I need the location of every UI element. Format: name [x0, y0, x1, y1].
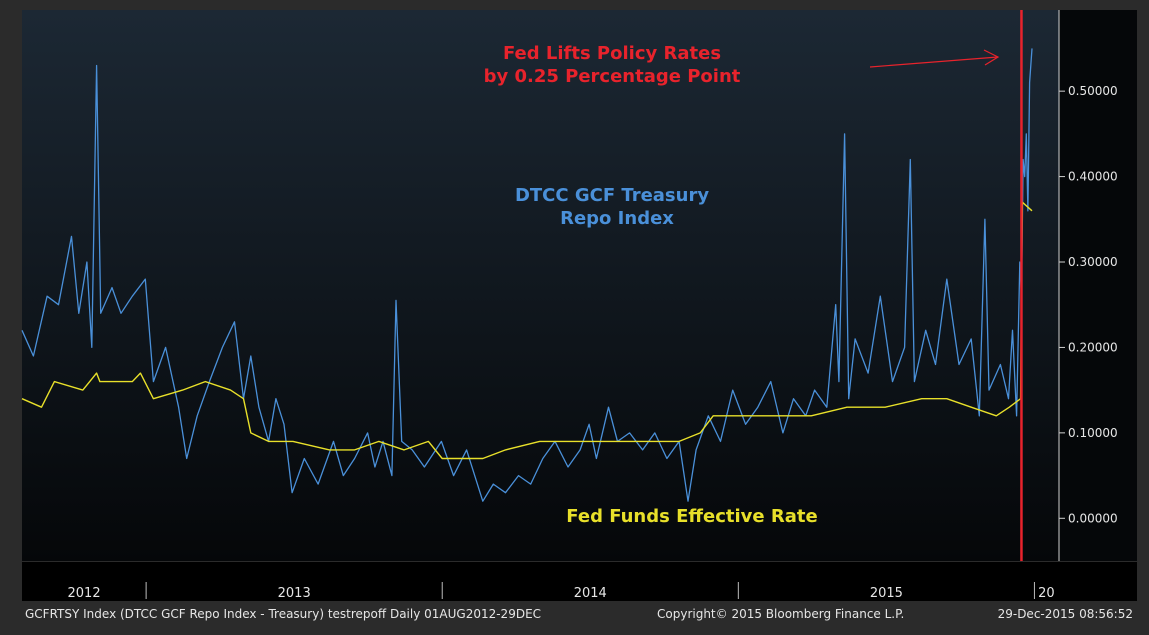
footer-copyright: Copyright© 2015 Bloomberg Finance L.P.: [657, 607, 904, 621]
y-tick-label: 0.00000: [1068, 511, 1118, 525]
repo-index-label-line-2: Repo Index: [560, 208, 674, 229]
y-tick-label: 0.30000: [1068, 255, 1118, 269]
y-tick-label: 0.40000: [1068, 170, 1118, 184]
y-axis: 0.00000 0.10000 0.20000 0.30000 0.40000 0.500…: [1059, 84, 1118, 525]
annotation-arrow: [869, 56, 999, 68]
x-axis: 2012 2013 2014 2015 20: [68, 582, 1055, 601]
x-year-label: 20: [1038, 586, 1055, 601]
x-axis-panel: [22, 562, 1137, 601]
x-year-label: 2012: [68, 586, 101, 601]
series-layer: [21, 48, 1033, 502]
x-year-label: 2013: [278, 586, 311, 601]
x-year-label: 2015: [870, 586, 903, 601]
y-tick-label: 0.20000: [1068, 340, 1118, 354]
y-axis-panel: [1059, 10, 1137, 561]
annotation-label-line-2: by 0.25 Percentage Point: [484, 66, 741, 87]
y-tick-label: 0.50000: [1068, 84, 1118, 98]
repo-index-line: [21, 48, 1033, 502]
fed-funds-label: Fed Funds Effective Rate: [566, 506, 817, 527]
plot-area: [22, 10, 1059, 561]
footer-source: GCFRTSY Index (DTCC GCF Repo Index - Tre…: [25, 607, 541, 621]
annotation-label-line-1: Fed Lifts Policy Rates: [503, 43, 721, 64]
fed-funds-line: [21, 201, 1033, 460]
x-year-label: 2014: [574, 586, 607, 601]
annotation-arrow-head: [983, 49, 1000, 66]
footer-timestamp: 29-Dec-2015 08:56:52: [998, 607, 1133, 621]
repo-index-label-line-1: DTCC GCF Treasury: [515, 185, 709, 206]
y-tick-label: 0.10000: [1068, 426, 1118, 440]
